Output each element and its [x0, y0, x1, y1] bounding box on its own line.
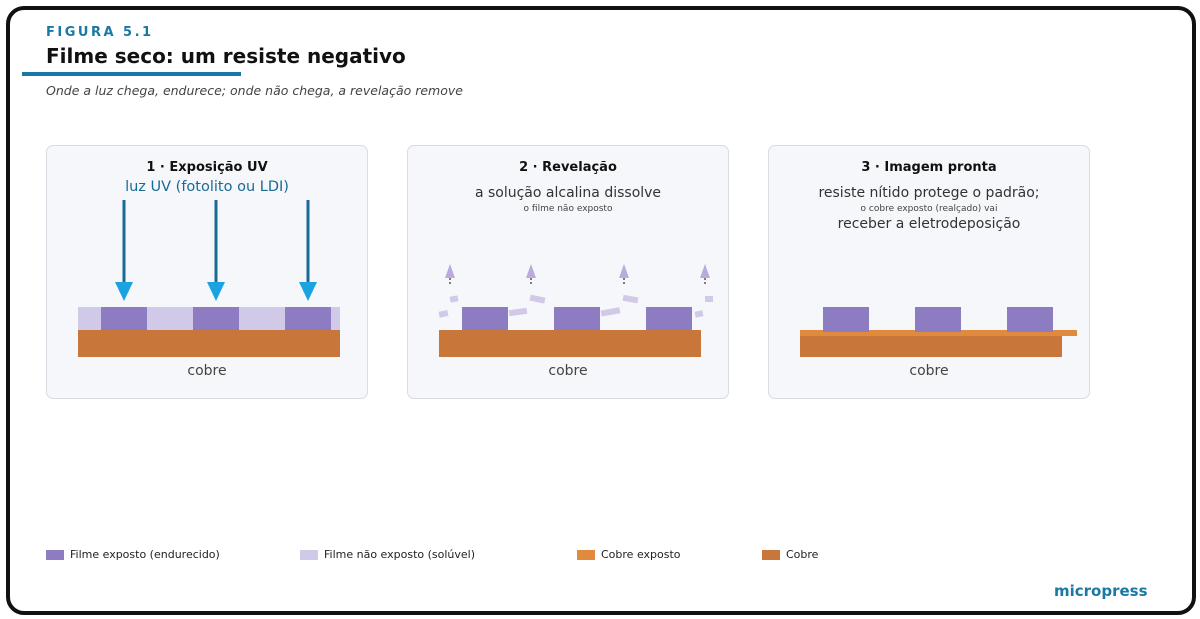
figure-title: Filme seco: um resiste negativo — [46, 44, 406, 68]
title-underline — [22, 72, 241, 76]
legend-swatch — [46, 549, 64, 560]
copper-base — [439, 330, 701, 357]
dissolved-fragment — [438, 310, 449, 318]
exposed-film-block — [285, 307, 331, 330]
uv-light-caption: luz UV (fotolito ou LDI) — [125, 179, 289, 195]
development-diagram — [438, 264, 713, 357]
legend-item-copper: Cobre — [762, 548, 818, 561]
panel-title: 3 · Imagem pronta — [861, 160, 997, 175]
legend-swatch — [300, 549, 318, 560]
copper-label: cobre — [909, 363, 949, 379]
rising-arrowhead — [445, 264, 455, 278]
panel-title: 1 · Exposição UV — [146, 160, 268, 175]
uv-arrows — [115, 200, 317, 301]
final-caption-2: receber a eletrodeposição — [837, 216, 1021, 232]
development-caption: a solução alcalina dissolve — [474, 185, 662, 201]
brand-logo: micropress — [1054, 582, 1148, 600]
legend-swatch — [762, 549, 780, 560]
legend-label: Filme não exposto (solúvel) — [324, 548, 476, 561]
copper-base — [800, 336, 1062, 357]
legend-swatch — [577, 549, 595, 560]
rising-arrowhead — [619, 264, 629, 278]
final-caption-small: o cobre exposto (realçado) vai — [860, 204, 998, 214]
panel-final-image: 3 · Imagem pronta resiste nítido protege… — [768, 145, 1090, 399]
exposed-film-block — [193, 307, 239, 330]
exposed-film-block — [646, 307, 692, 330]
figure-label: FIGURA 5.1 — [46, 25, 154, 40]
exposed-film-block — [462, 307, 508, 330]
copper-label: cobre — [548, 363, 588, 379]
dissolving-particles — [438, 264, 713, 318]
exposed-film-block — [101, 307, 147, 330]
rising-arrowhead — [526, 264, 536, 278]
legend-label: Cobre exposto — [601, 548, 681, 561]
dissolved-fragment — [529, 294, 546, 304]
panel-title: 2 · Revelação — [519, 160, 617, 175]
dissolved-fragment — [600, 307, 621, 317]
rising-arrowhead — [700, 264, 710, 278]
exposed-film-block — [915, 307, 961, 332]
panel-development: 2 · Revelação a solução alcalina dissolv… — [407, 145, 729, 399]
legend-item-exposed-copper: Cobre exposto — [577, 548, 681, 561]
uv-arrowhead — [299, 282, 317, 301]
dissolved-fragment — [705, 296, 713, 302]
exposed-copper-highlight — [800, 330, 1077, 336]
legend-label: Cobre — [786, 548, 819, 561]
exposed-film-block — [1007, 307, 1053, 332]
final-caption: resiste nítido protege o padrão; — [818, 185, 1040, 201]
copper-label: cobre — [187, 363, 227, 379]
exposed-film-block — [554, 307, 600, 330]
legend-item-unexposed-film: Filme não exposto (solúvel) — [300, 548, 475, 561]
figure-subtitle: Onde a luz chega, endurece; onde não che… — [46, 83, 463, 98]
development-caption-small: o filme não exposto — [523, 204, 613, 214]
copper-base — [78, 330, 340, 357]
dissolved-fragment — [694, 310, 704, 318]
final-image-diagram — [800, 307, 1077, 357]
exposed-film-block — [823, 307, 869, 332]
exposure-diagram — [78, 200, 340, 357]
legend-item-exposed-film: Filme exposto (endurecido) — [46, 548, 220, 561]
dissolved-fragment — [622, 294, 639, 304]
dissolved-fragment — [508, 307, 528, 317]
legend-label: Filme exposto (endurecido) — [70, 548, 220, 561]
uv-arrowhead — [207, 282, 225, 301]
uv-arrowhead — [115, 282, 133, 301]
panel-exposure: 1 · Exposição UV luz UV (fotolito ou LDI… — [46, 145, 368, 399]
dissolved-fragment — [449, 295, 459, 303]
